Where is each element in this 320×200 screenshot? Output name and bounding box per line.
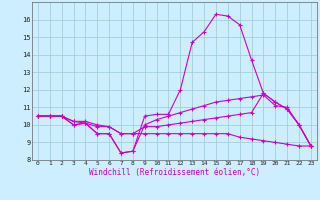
X-axis label: Windchill (Refroidissement éolien,°C): Windchill (Refroidissement éolien,°C) — [89, 168, 260, 177]
